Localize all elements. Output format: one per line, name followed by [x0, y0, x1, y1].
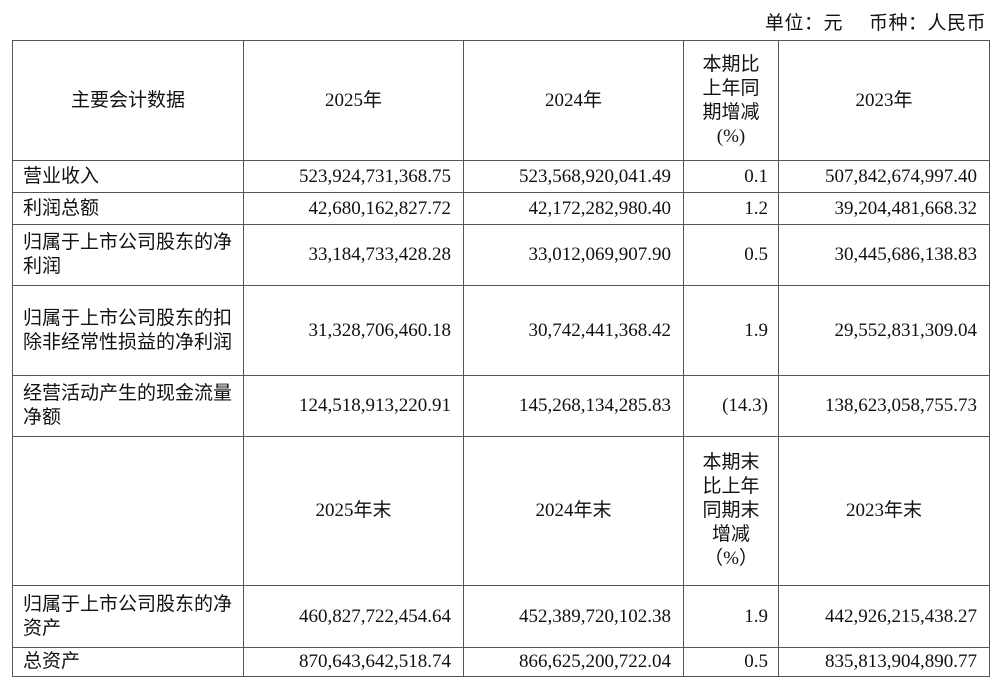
header-2023: 2023年 [778, 40, 990, 161]
table-row: 归属于上市公司股东的净资产 460,827,722,454.64 452,389… [12, 585, 990, 648]
header-2025-end: 2025年末 [243, 436, 464, 586]
header-row: 主要会计数据 2025年 2024年 本期比 上年同 期增减 (%) 2023年 [12, 40, 990, 161]
header-change-end: 本期末 比上年 同期末 增减 （%） [683, 436, 779, 586]
header-item [12, 436, 244, 586]
header-row-period-end: 2025年末 2024年末 本期末 比上年 同期末 增减 （%） 2023年末 [12, 436, 990, 586]
table-row: 归属于上市公司股东的净利润 33,184,733,428.28 33,012,0… [12, 224, 990, 286]
table-row: 利润总额 42,680,162,827.72 42,172,282,980.40… [12, 192, 990, 225]
header-change: 本期比 上年同 期增减 (%) [683, 40, 779, 161]
table-row: 营业收入 523,924,731,368.75 523,568,920,041.… [12, 160, 990, 193]
table-row: 经营活动产生的现金流量净额 124,518,913,220.91 145,268… [12, 375, 990, 437]
key-accounting-data-table: 主要会计数据 2025年 2024年 本期比 上年同 期增减 (%) 2023年… [12, 40, 990, 677]
unit-note: 单位：元 币种：人民币 [739, 8, 986, 35]
header-2023-end: 2023年末 [778, 436, 990, 586]
currency-label: 币种：人民币 [868, 13, 986, 34]
header-2025: 2025年 [243, 40, 464, 161]
unit-label: 单位：元 [764, 13, 843, 34]
table-row: 总资产 870,643,642,518.74 866,625,200,722.0… [12, 647, 990, 677]
header-item: 主要会计数据 [12, 40, 244, 161]
table-row: 归属于上市公司股东的扣除非经常性损益的净利润 31,328,706,460.18… [12, 285, 990, 376]
header-2024: 2024年 [463, 40, 684, 161]
header-2024-end: 2024年末 [463, 436, 684, 586]
